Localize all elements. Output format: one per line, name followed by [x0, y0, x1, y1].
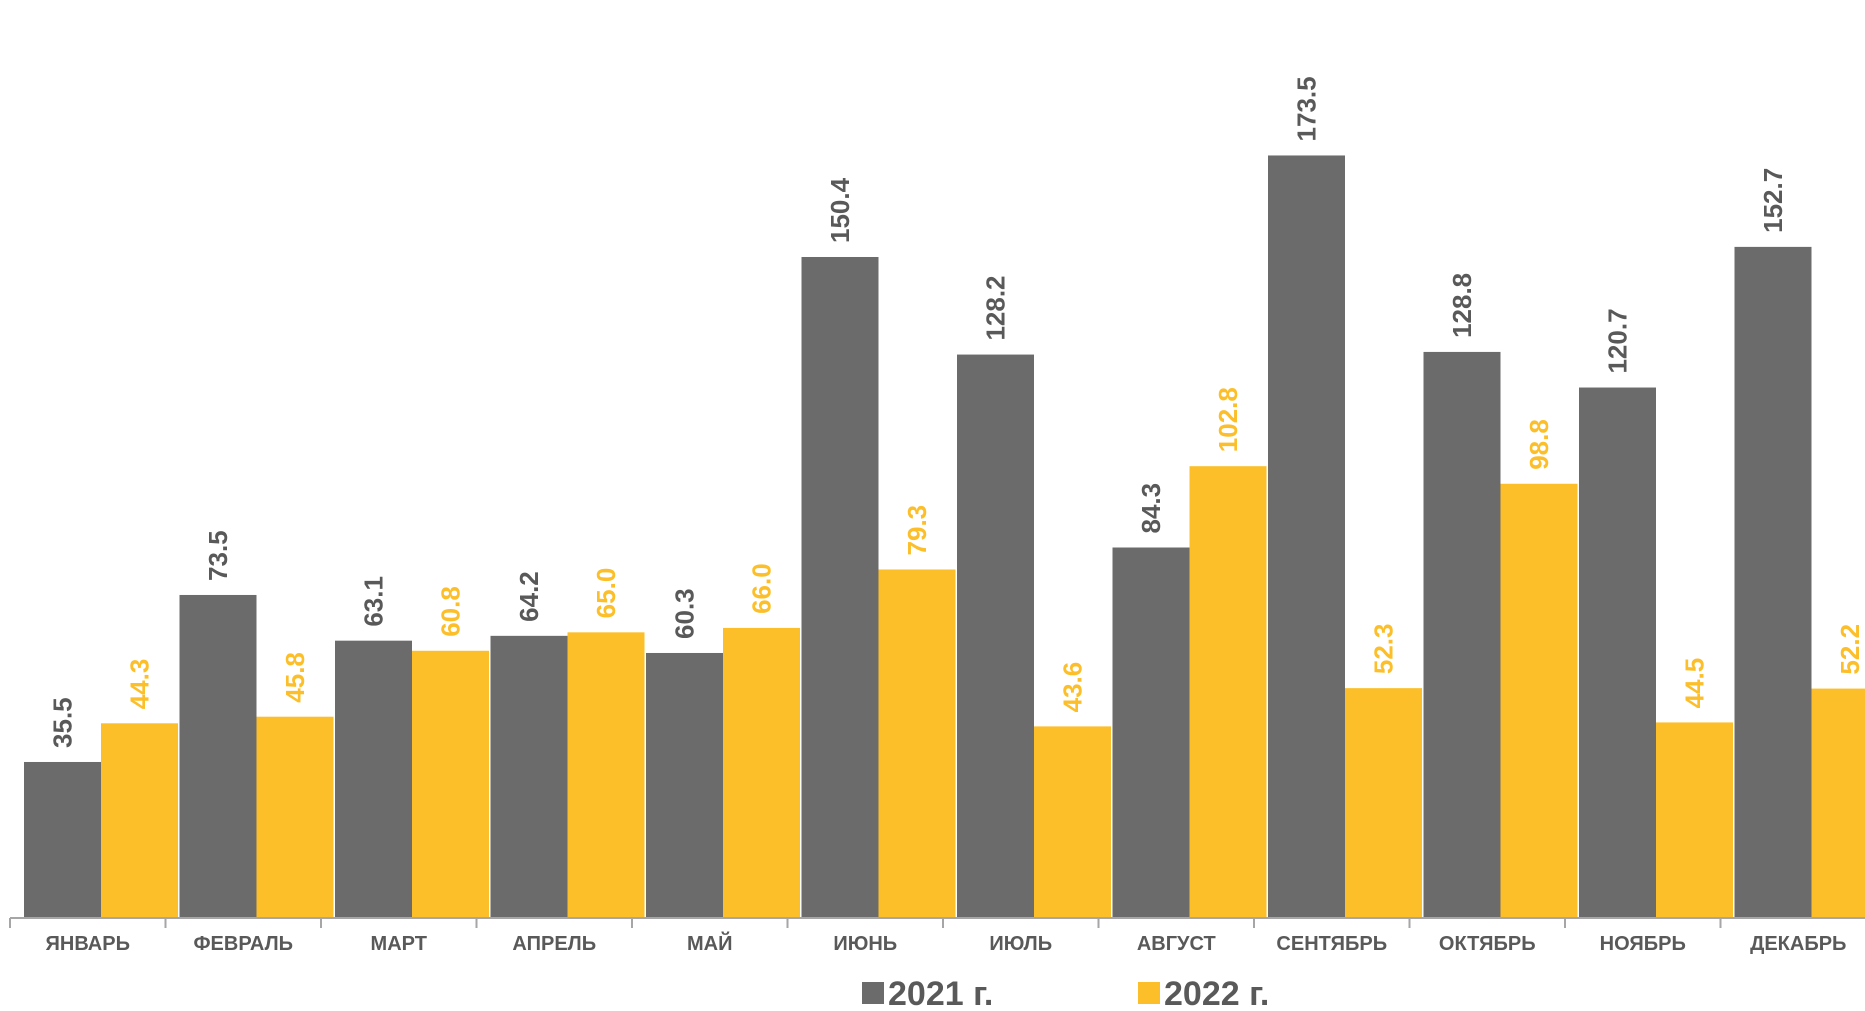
data-label: 66.0 [747, 563, 777, 614]
bar-2022-2 [256, 716, 334, 918]
data-label: 52.3 [1369, 624, 1399, 675]
category-label: ИЮЛЬ [989, 933, 1052, 955]
bar-2021-7 [957, 354, 1034, 918]
legend: 2021 г. 2022 г. [862, 975, 1269, 1011]
bar-2021-9 [1268, 155, 1345, 918]
bar-2022-10 [1500, 483, 1578, 918]
bar-2022-7 [1034, 726, 1111, 918]
data-label: 63.1 [359, 576, 389, 627]
category-label: СЕНТЯБРЬ [1276, 933, 1387, 955]
bar-2021-11 [1579, 387, 1656, 918]
data-label: 152.7 [1758, 168, 1788, 233]
data-label: 102.8 [1213, 387, 1243, 452]
category-labels-group: ЯНВАРЬ ФЕВРАЛЬ МАРТ АПРЕЛЬ МАЙ ИЮНЬ ИЮЛЬ АВГУСТ… [46, 931, 1847, 955]
bar-2022-12 [1811, 688, 1865, 918]
bar-2022-5 [723, 627, 800, 918]
bar-2022-3 [412, 650, 489, 918]
bar-2021-10 [1423, 351, 1501, 918]
data-label: 43.6 [1058, 662, 1088, 713]
data-label: 120.7 [1603, 308, 1633, 373]
data-label: 45.8 [280, 652, 310, 703]
legend-swatch [1138, 982, 1160, 1004]
bar-2021-2 [179, 594, 257, 918]
category-label: ОКТЯБРЬ [1439, 933, 1536, 955]
legend-label: 2021 г. [888, 975, 993, 1011]
category-label: ИЮНЬ [833, 933, 897, 955]
bar-2021-1 [24, 761, 101, 918]
bar-2021-6 [801, 256, 879, 918]
bar-2021-8 [1112, 547, 1190, 918]
data-label: 84.3 [1136, 483, 1166, 534]
data-label: 128.2 [981, 275, 1011, 340]
data-label: 79.3 [902, 505, 932, 556]
bar-2021-12 [1734, 246, 1812, 919]
category-label: АПРЕЛЬ [512, 933, 596, 955]
data-label: 64.2 [514, 571, 544, 622]
data-label: 60.8 [436, 586, 466, 637]
category-label: МАЙ [687, 931, 732, 955]
data-label: 44.3 [125, 659, 155, 710]
data-label: 150.4 [825, 177, 855, 243]
data-label: 98.8 [1524, 419, 1554, 470]
category-label: ЯНВАРЬ [46, 933, 130, 955]
legend-label: 2022 г. [1164, 975, 1269, 1011]
data-label: 73.5 [203, 530, 233, 581]
category-label: МАРТ [371, 933, 427, 955]
bar-2021-4 [490, 635, 568, 918]
data-label: 173.5 [1292, 76, 1322, 141]
category-label: АВГУСТ [1137, 933, 1216, 955]
bar-2022-6 [878, 569, 956, 918]
bar-2022-4 [567, 632, 645, 918]
bar-2022-8 [1189, 466, 1267, 918]
data-label: 60.3 [670, 588, 700, 639]
bar-2021-5 [646, 652, 723, 918]
data-label: 128.8 [1447, 273, 1477, 338]
data-label: 52.2 [1835, 624, 1865, 675]
legend-swatch [862, 982, 884, 1004]
bars-group [24, 155, 1865, 919]
data-label: 35.5 [48, 697, 78, 748]
bar-2022-1 [101, 723, 178, 918]
value-labels-group: 35.5 44.3 73.5 45.8 63.1 60.8 64.2 65.0 60.3 66.0… [48, 76, 1865, 748]
category-label: НОЯБРЬ [1600, 933, 1686, 955]
data-label: 65.0 [591, 568, 621, 619]
data-label: 44.5 [1680, 658, 1710, 709]
bar-2021-3 [335, 640, 412, 918]
category-label: ДЕКАБРЬ [1750, 933, 1846, 955]
bar-2022-9 [1345, 688, 1422, 918]
x-axis-ticks [9, 918, 1722, 928]
bar-2022-11 [1656, 722, 1733, 918]
category-label: ФЕВРАЛЬ [193, 933, 293, 955]
